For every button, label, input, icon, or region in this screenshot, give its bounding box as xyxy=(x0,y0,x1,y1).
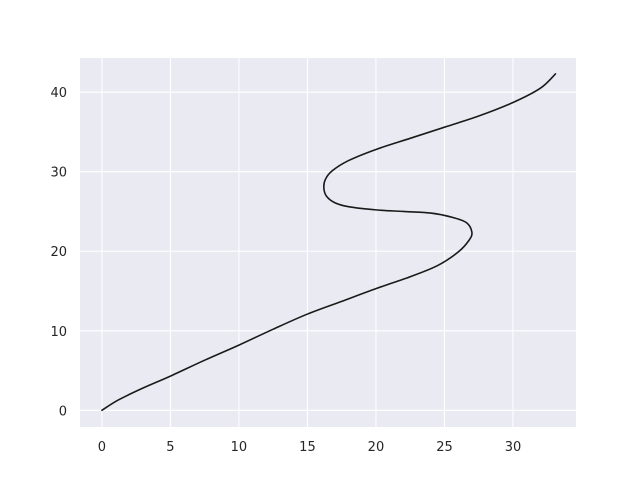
x-tick-label: 0 xyxy=(98,440,106,455)
y-gridlines xyxy=(80,91,576,411)
series-layer xyxy=(101,73,557,412)
x-tick-label: 15 xyxy=(299,440,316,455)
y-tick-label: 40 xyxy=(50,86,67,101)
series-line xyxy=(101,73,557,412)
x-tick-label: 10 xyxy=(231,440,248,455)
plot-area xyxy=(80,58,576,427)
x-gridlines xyxy=(101,58,514,427)
y-axis-ticks: 0 10 20 30 40 xyxy=(50,86,67,419)
x-axis-ticks: 0 5 10 15 20 25 30 xyxy=(98,440,521,455)
y-tick-label: 30 xyxy=(50,166,67,181)
x-tick-label: 25 xyxy=(436,440,453,455)
y-tick-label: 0 xyxy=(59,404,67,419)
y-tick-label: 10 xyxy=(50,325,67,340)
x-tick-label: 5 xyxy=(166,440,174,455)
x-tick-label: 30 xyxy=(505,440,522,455)
y-tick-label: 20 xyxy=(50,245,67,260)
x-tick-label: 20 xyxy=(368,440,385,455)
